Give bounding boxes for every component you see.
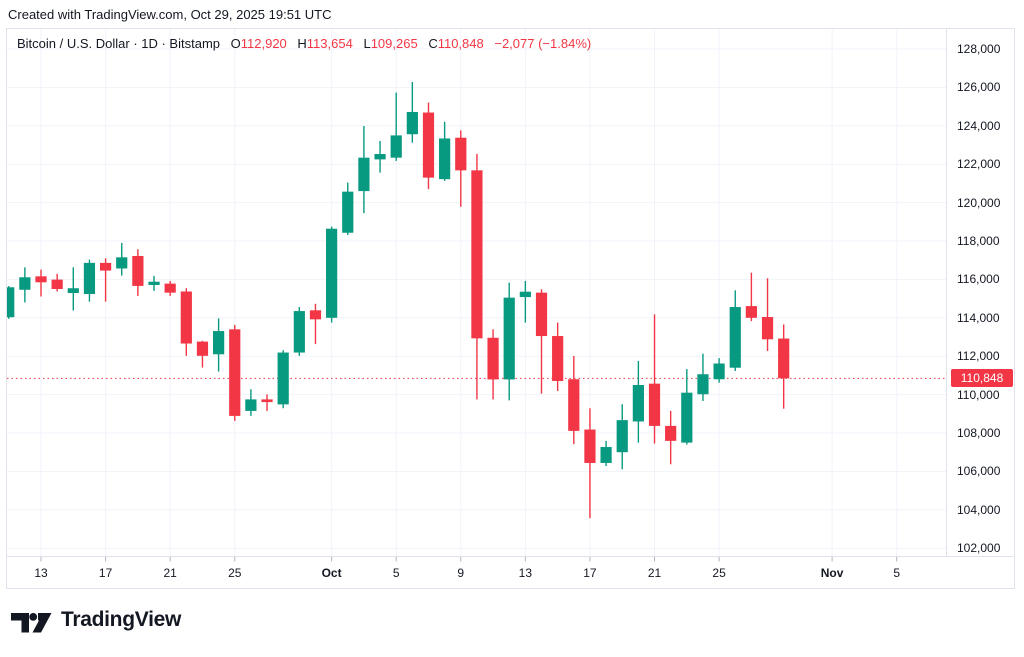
candle-body xyxy=(600,447,612,463)
time-tick-label: 25 xyxy=(228,566,242,580)
candle-body xyxy=(99,262,112,271)
candle-body xyxy=(148,281,160,285)
chart-legend: Bitcoin / U.S. Dollar · 1D · Bitstamp O1… xyxy=(17,36,591,51)
candle-body xyxy=(213,331,225,355)
candle-body xyxy=(7,287,15,318)
candlestick-plot[interactable] xyxy=(7,29,946,562)
candle-body xyxy=(83,262,96,294)
close-label: C xyxy=(428,36,438,51)
price-tick-label: 124,000 xyxy=(957,118,1001,133)
time-tick-label: Nov xyxy=(820,566,844,580)
price-tick-label: 128,000 xyxy=(957,42,1001,56)
candle-body xyxy=(309,310,322,320)
candle-body xyxy=(342,191,354,233)
candle-body xyxy=(35,276,47,283)
candle-body xyxy=(326,228,338,318)
tradingview-logo-text: TradingView xyxy=(61,608,182,631)
time-tick-label: 17 xyxy=(583,566,597,580)
candle-body xyxy=(132,255,144,286)
candle-body xyxy=(196,341,209,356)
candle-body xyxy=(180,291,192,344)
candle-body xyxy=(503,297,515,380)
candle-body xyxy=(455,137,467,171)
candle-body xyxy=(745,306,757,318)
candle-body xyxy=(406,111,418,135)
high-label: H xyxy=(297,36,307,51)
time-tick-label: 25 xyxy=(712,566,726,580)
tradingview-logo-icon xyxy=(11,613,52,633)
price-axis: 110,848 128,000 126,000 124,000 122,000 120,… xyxy=(946,29,1014,556)
price-tick-label: 110,000 xyxy=(957,387,1000,402)
candle-body xyxy=(439,138,451,180)
candle-body xyxy=(616,420,628,453)
candle-body xyxy=(487,337,499,380)
candle-body xyxy=(164,283,176,293)
candle-body xyxy=(713,363,725,380)
change-value: −2,077 (−1.84%) xyxy=(494,36,592,51)
candle-body xyxy=(261,399,273,403)
candle-body xyxy=(535,292,548,337)
high-value: 113,654 xyxy=(306,36,353,51)
candle-body xyxy=(277,352,289,405)
price-tick-label: 108,000 xyxy=(957,426,1001,440)
candle-body xyxy=(729,307,741,368)
candle-body xyxy=(665,425,677,441)
last-price-badge: 110,848 xyxy=(951,369,1013,388)
time-tick-label: 21 xyxy=(647,566,662,580)
candle-body xyxy=(471,170,483,339)
time-axis: 13 17 21 25 Oct 5 9 13 17 21 25 Nov 5 xyxy=(7,556,1014,588)
chart-widget: Bitcoin / U.S. Dollar · 1D · Bitstamp O1… xyxy=(6,28,1015,589)
candle-body xyxy=(116,257,128,269)
time-tick-label: 5 xyxy=(893,566,901,580)
time-tick-label: 5 xyxy=(392,566,400,580)
candle-body xyxy=(778,338,790,379)
price-tick-label: 102,000 xyxy=(957,541,1001,556)
candle-body xyxy=(761,317,774,340)
low-value: 109,265 xyxy=(370,36,418,51)
price-tick-label: 116,000 xyxy=(957,272,1000,287)
low-label: L xyxy=(363,36,371,51)
open-label: O xyxy=(230,36,241,51)
candle-body xyxy=(568,379,580,431)
price-tick-label: 106,000 xyxy=(957,464,1001,479)
candle-body xyxy=(648,383,661,426)
candle-body xyxy=(519,291,531,298)
candle-body xyxy=(358,157,370,192)
price-tick-label: 104,000 xyxy=(957,502,1001,517)
candle-body xyxy=(390,135,402,158)
close-value: 110,848 xyxy=(437,36,484,51)
price-tick-label: 114,000 xyxy=(957,310,1000,325)
open-value: 112,920 xyxy=(240,36,287,51)
price-tick-label: 112,000 xyxy=(957,349,1000,364)
time-tick-label: 21 xyxy=(163,566,177,580)
price-tick-label: 120,000 xyxy=(957,195,1001,210)
time-tick-label: 13 xyxy=(34,566,48,580)
candle-body xyxy=(422,112,435,178)
candle-body xyxy=(245,399,257,411)
candle-body xyxy=(51,279,63,289)
candle-body xyxy=(681,392,693,443)
candle-body xyxy=(632,385,644,422)
candle-body xyxy=(19,277,31,290)
time-tick-label: 9 xyxy=(457,566,465,580)
time-tick-label: 17 xyxy=(98,566,113,580)
price-tick-label: 126,000 xyxy=(957,80,1001,95)
attribution-text: Created with TradingView.com, Oct 29, 20… xyxy=(8,7,332,22)
price-tick-label: 122,000 xyxy=(957,157,1001,172)
time-tick-label: Oct xyxy=(321,566,342,580)
price-tick-label: 118,000 xyxy=(957,234,1000,248)
tradingview-logo[interactable]: TradingView xyxy=(10,606,181,634)
candle-body xyxy=(374,154,386,160)
candle-body xyxy=(67,288,79,294)
candle-body xyxy=(293,311,305,353)
candle-body xyxy=(229,329,241,416)
candle-body xyxy=(552,336,564,381)
symbol-title: Bitcoin / U.S. Dollar · 1D · Bitstamp xyxy=(17,36,220,51)
time-tick-label: 13 xyxy=(518,566,533,580)
candle-body xyxy=(584,429,596,463)
candle-body xyxy=(697,374,709,395)
